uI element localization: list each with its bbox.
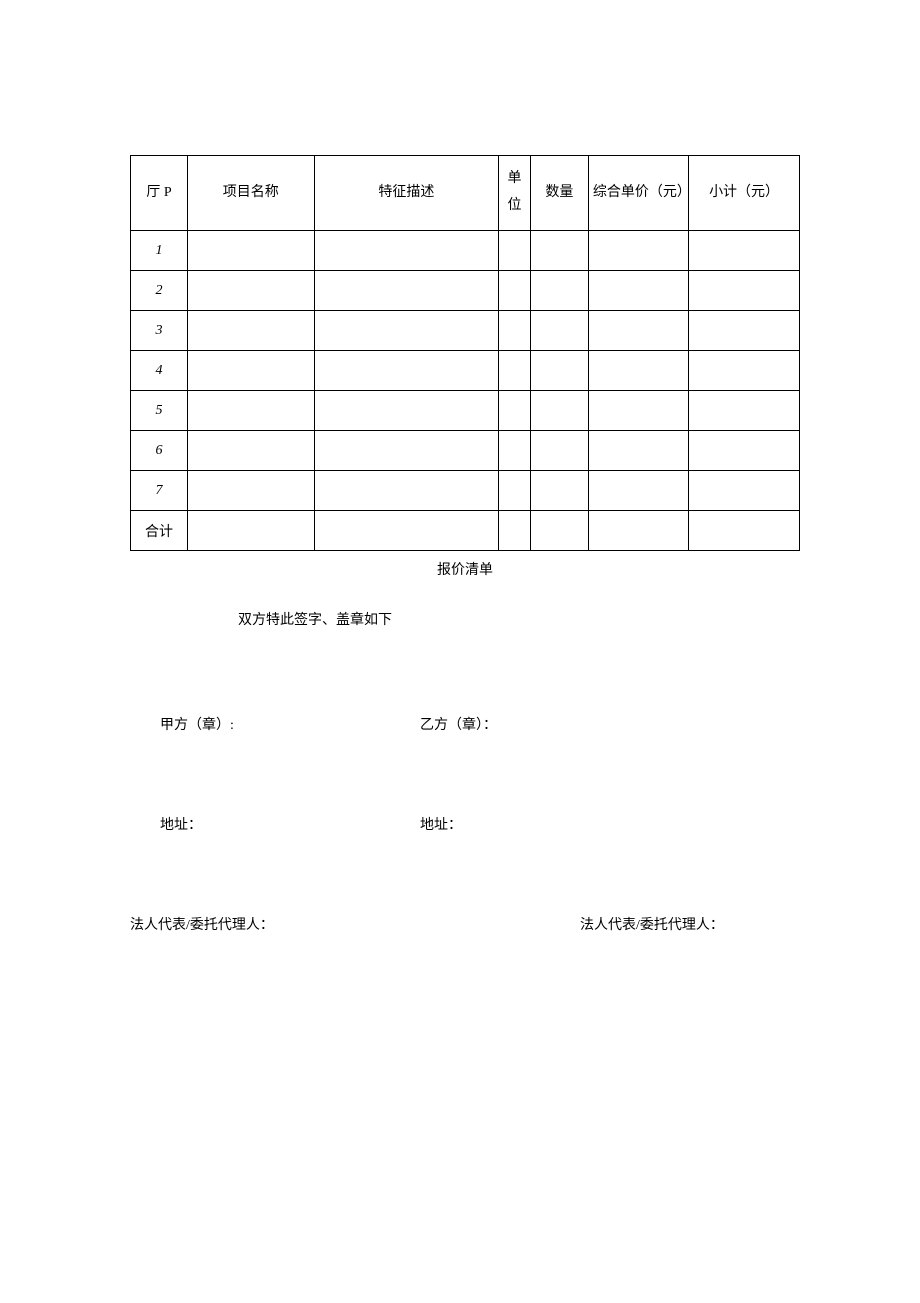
signature-seal-row: 甲方（章）: 乙方（章）： (130, 714, 800, 734)
cell-total-subtotal (689, 511, 800, 551)
col-header-seq: 厅 P (131, 156, 188, 231)
cell-price (588, 311, 688, 351)
cell-unit (499, 271, 531, 311)
cell-qty (530, 431, 588, 471)
table-row: 1 (131, 231, 800, 271)
cell-price (588, 431, 688, 471)
cell-seq: 3 (131, 311, 188, 351)
cell-name (187, 471, 314, 511)
cell-subtotal (689, 431, 800, 471)
party-b-seal: 乙方（章）： (420, 714, 497, 734)
table-body: 1 2 3 4 (131, 231, 800, 551)
cell-name (187, 351, 314, 391)
table-row: 6 (131, 431, 800, 471)
party-a-seal: 甲方（章）: (160, 714, 420, 734)
cell-desc (314, 231, 499, 271)
table-row: 5 (131, 391, 800, 431)
cell-subtotal (689, 271, 800, 311)
cell-desc (314, 431, 499, 471)
table-caption: 报价清单 (130, 559, 800, 579)
cell-qty (530, 391, 588, 431)
cell-price (588, 231, 688, 271)
rep-b: 法人代表/委托代理人： (580, 914, 724, 934)
cell-unit (499, 431, 531, 471)
col-header-name: 项目名称 (187, 156, 314, 231)
signature-area: 甲方（章）: 乙方（章）： 地址： 地址： 法人代表/委托代理人： 法人代表/委… (130, 714, 800, 934)
cell-qty (530, 231, 588, 271)
col-header-price: 综合单价（元） (588, 156, 688, 231)
table-row: 4 (131, 351, 800, 391)
cell-price (588, 471, 688, 511)
cell-desc (314, 311, 499, 351)
cell-name (187, 311, 314, 351)
cell-seq: 6 (131, 431, 188, 471)
cell-seq: 7 (131, 471, 188, 511)
cell-price (588, 351, 688, 391)
signature-address-row: 地址： 地址： (130, 814, 800, 834)
cell-total-unit (499, 511, 531, 551)
cell-unit (499, 231, 531, 271)
cell-subtotal (689, 351, 800, 391)
cell-subtotal (689, 471, 800, 511)
rep-a: 法人代表/委托代理人： (130, 914, 580, 934)
address-b: 地址： (420, 814, 462, 834)
cell-qty (530, 271, 588, 311)
cell-qty (530, 471, 588, 511)
cell-qty (530, 351, 588, 391)
cell-desc (314, 391, 499, 431)
sign-notice: 双方特此签字、盖章如下 (238, 609, 800, 629)
col-header-unit: 单位 (499, 156, 531, 231)
cell-name (187, 271, 314, 311)
cell-qty (530, 311, 588, 351)
cell-price (588, 391, 688, 431)
cell-desc (314, 271, 499, 311)
quotation-table: 厅 P 项目名称 特征描述 单位 数量 综合单价（元） 小计（元） 1 2 (130, 155, 800, 551)
cell-subtotal (689, 231, 800, 271)
col-header-qty: 数量 (530, 156, 588, 231)
cell-unit (499, 351, 531, 391)
cell-unit (499, 471, 531, 511)
cell-seq: 1 (131, 231, 188, 271)
cell-subtotal (689, 311, 800, 351)
cell-desc (314, 351, 499, 391)
cell-total-desc (314, 511, 499, 551)
table-total-row: 合计 (131, 511, 800, 551)
cell-seq: 4 (131, 351, 188, 391)
cell-total-name (187, 511, 314, 551)
table-row: 3 (131, 311, 800, 351)
cell-seq: 5 (131, 391, 188, 431)
col-header-subtotal: 小计（元） (689, 156, 800, 231)
col-header-desc: 特征描述 (314, 156, 499, 231)
cell-subtotal (689, 391, 800, 431)
cell-price (588, 271, 688, 311)
cell-name (187, 391, 314, 431)
cell-unit (499, 391, 531, 431)
table-row: 7 (131, 471, 800, 511)
cell-total-qty (530, 511, 588, 551)
address-a: 地址： (160, 814, 420, 834)
cell-seq: 2 (131, 271, 188, 311)
cell-unit (499, 311, 531, 351)
table-row: 2 (131, 271, 800, 311)
cell-name (187, 431, 314, 471)
cell-total-label: 合计 (131, 511, 188, 551)
cell-name (187, 231, 314, 271)
table-header-row: 厅 P 项目名称 特征描述 单位 数量 综合单价（元） 小计（元） (131, 156, 800, 231)
cell-total-price (588, 511, 688, 551)
signature-rep-row: 法人代表/委托代理人： 法人代表/委托代理人： (130, 914, 800, 934)
cell-desc (314, 471, 499, 511)
